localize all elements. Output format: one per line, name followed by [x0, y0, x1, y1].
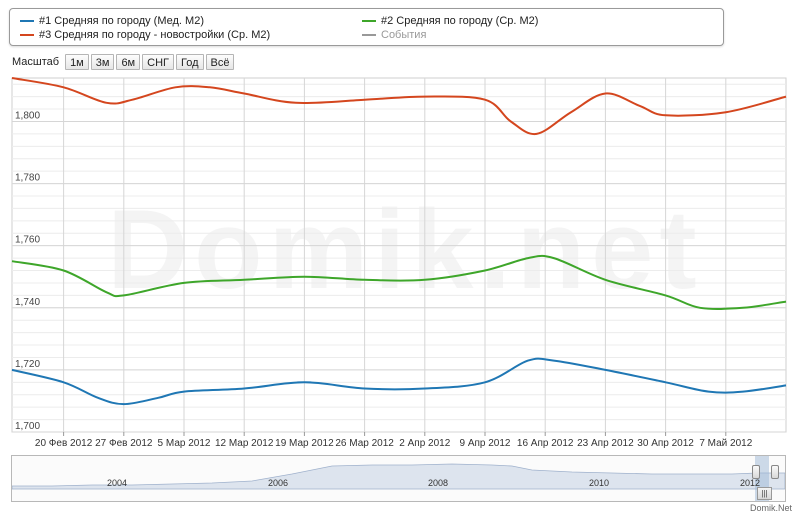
navigator-year-2008: 2008 — [427, 478, 449, 488]
credit-label: Domik.Net — [749, 503, 792, 513]
series-line-2 — [11, 254, 787, 310]
x-tick-label: 7 Май 2012 — [699, 438, 752, 449]
zoom-toolbar: Масштаб 1м 3м 6м СНГ Год Всё — [12, 53, 235, 71]
y-tick-label: 1,760 — [15, 235, 40, 246]
x-tick-label: 26 Мар 2012 — [335, 438, 394, 449]
navigator-scrollbar-button[interactable]: ||| — [757, 487, 772, 500]
legend-label-series-3: #3 Средняя по городу - новостройки (Ср. … — [39, 29, 271, 41]
x-tick-label: 12 Мар 2012 — [215, 438, 274, 449]
navigator-year-2012: 2012 — [739, 478, 761, 488]
y-tick-label: 1,800 — [15, 110, 40, 121]
legend-swatch-series-2 — [362, 20, 376, 22]
navigator-area — [12, 456, 785, 501]
x-tick-label: 27 Фев 2012 — [95, 438, 153, 449]
x-tick-label: 9 Апр 2012 — [459, 438, 510, 449]
x-tick-label: 2 Апр 2012 — [399, 438, 450, 449]
zoom-3m-button[interactable]: 3м — [90, 54, 115, 70]
x-tick-label: 5 Мар 2012 — [158, 438, 211, 449]
navigator-panel[interactable] — [11, 455, 786, 502]
y-tick-label: 1,720 — [15, 359, 40, 370]
x-tick-label: 19 Мар 2012 — [275, 438, 334, 449]
series-line-1 — [11, 357, 787, 406]
legend-label-series-2: #2 Средняя по городу (Ср. М2) — [381, 15, 539, 27]
x-tick-label: 30 Апр 2012 — [637, 438, 694, 449]
navigator-year-2010: 2010 — [588, 478, 610, 488]
legend-item-series-3[interactable]: #3 Средняя по городу - новостройки (Ср. … — [20, 28, 270, 42]
navigator-year-2004: 2004 — [106, 478, 128, 488]
zoom-1m-button[interactable]: 1м — [65, 54, 89, 70]
x-tick-label: 23 Апр 2012 — [577, 438, 634, 449]
legend-swatch-events — [362, 34, 376, 36]
legend-label-events: События — [381, 29, 427, 41]
legend-label-series-1: #1 Средняя по городу (Мед. М2) — [39, 15, 204, 27]
y-tick-label: 1,740 — [15, 297, 40, 308]
chart-legend: #1 Средняя по городу (Мед. М2) #3 Средня… — [9, 8, 724, 46]
zoom-ytd-button[interactable]: СНГ — [142, 54, 174, 70]
legend-item-series-1[interactable]: #1 Средняя по городу (Мед. М2) — [20, 14, 204, 28]
legend-swatch-series-3 — [20, 34, 34, 36]
navigator-year-2006: 2006 — [267, 478, 289, 488]
legend-item-events[interactable]: События — [362, 28, 426, 42]
x-tick-label: 20 Фев 2012 — [35, 438, 93, 449]
legend-item-series-2[interactable]: #2 Средняя по городу (Ср. М2) — [362, 14, 538, 28]
y-tick-label: 1,700 — [15, 421, 40, 432]
y-tick-label: 1,780 — [15, 173, 40, 184]
navigator-left-handle[interactable] — [752, 465, 760, 479]
navigator-right-handle[interactable] — [771, 465, 779, 479]
zoom-scale-label: Масштаб — [12, 56, 60, 68]
x-tick-label: 16 Апр 2012 — [517, 438, 574, 449]
legend-swatch-series-1 — [20, 20, 34, 22]
zoom-6m-button[interactable]: 6м — [116, 54, 141, 70]
series-line-3 — [11, 77, 787, 136]
zoom-all-button[interactable]: Всё — [205, 54, 235, 70]
zoom-1y-button[interactable]: Год — [175, 54, 204, 70]
plot-frame — [11, 77, 787, 433]
